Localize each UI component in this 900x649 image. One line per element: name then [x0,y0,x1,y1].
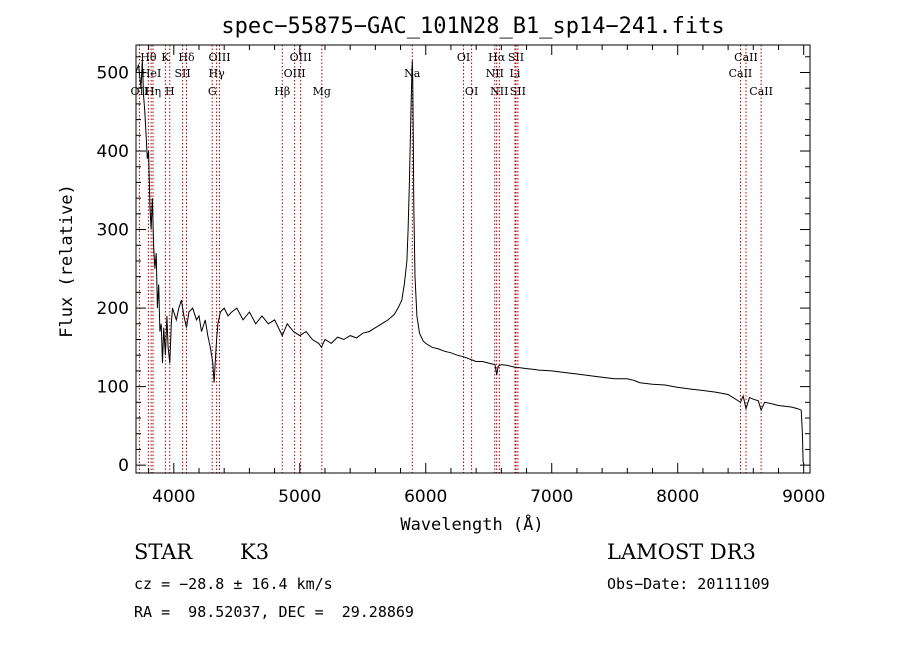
line-marker-label: OIII [284,67,306,80]
line-marker-label: Hβ [274,85,290,98]
line-marker-label: NII [490,85,508,98]
y-tick-label: 500 [97,63,129,83]
y-tick-label: 400 [97,142,129,162]
object-subclass: K3 [240,540,270,564]
line-marker-label: Hα [488,51,506,64]
y-tick-label: 300 [97,221,129,241]
survey-name: LAMOST DR3 [607,540,756,564]
x-tick-label: 5000 [278,487,321,507]
line-marker-label: SII [174,67,190,80]
line-marker-label: OIII [208,51,230,64]
line-marker-label: CaII [749,85,773,98]
line-markers [138,45,762,473]
x-tick-label: 4000 [152,487,195,507]
line-marker-label: HeI [141,67,161,80]
line-marker-label: Mg [313,85,331,98]
y-axis-label: Flux (relative) [57,184,77,338]
x-tick-label: 6000 [404,487,447,507]
x-tick-label: 8000 [656,487,699,507]
line-marker-label: Hγ [209,67,226,80]
line-marker-label: Hη [145,85,161,98]
line-marker-label: Li [510,67,521,80]
line-marker-label: OI [457,51,470,64]
x-tick-label: 7000 [530,487,573,507]
line-marker-label: NII [486,67,504,80]
chart-title: spec−55875−GAC_101N28_B1_sp14−241.fits [221,14,724,39]
line-marker-label: OI [465,85,478,98]
observation-date: Obs−Date: 20111109 [607,575,770,593]
x-axis-label: Wavelength (Å) [400,513,543,535]
line-marker-label: Hθ [140,51,157,64]
y-tick-label: 200 [97,299,129,319]
line-marker-label: SII [510,85,526,98]
redshift-info: cz = −28.8 ± 16.4 km/s [134,575,333,593]
spectrum-line [135,60,805,466]
line-marker-label: K [161,51,170,64]
plot-frame [135,44,811,474]
line-marker-label: H [165,85,175,98]
line-marker-label: OIII [290,51,312,64]
line-marker-label: Hδ [178,51,195,64]
coordinates-info: RA = 98.52037, DEC = 29.28869 [134,603,414,621]
line-marker-label: G [208,85,217,98]
x-tick-label: 9000 [782,487,825,507]
line-marker-label: SII [508,51,524,64]
line-marker-label: CaII [729,67,753,80]
x-axis-ticks: 4000 5000 6000 7000 8000 9000 [148,45,825,507]
object-class: STAR [134,540,193,564]
y-axis-ticks: 0 100 200 300 400 500 [97,56,810,476]
line-marker-label: CaII [734,51,758,64]
y-tick-label: 100 [97,378,129,398]
y-tick-label: 0 [118,456,129,476]
